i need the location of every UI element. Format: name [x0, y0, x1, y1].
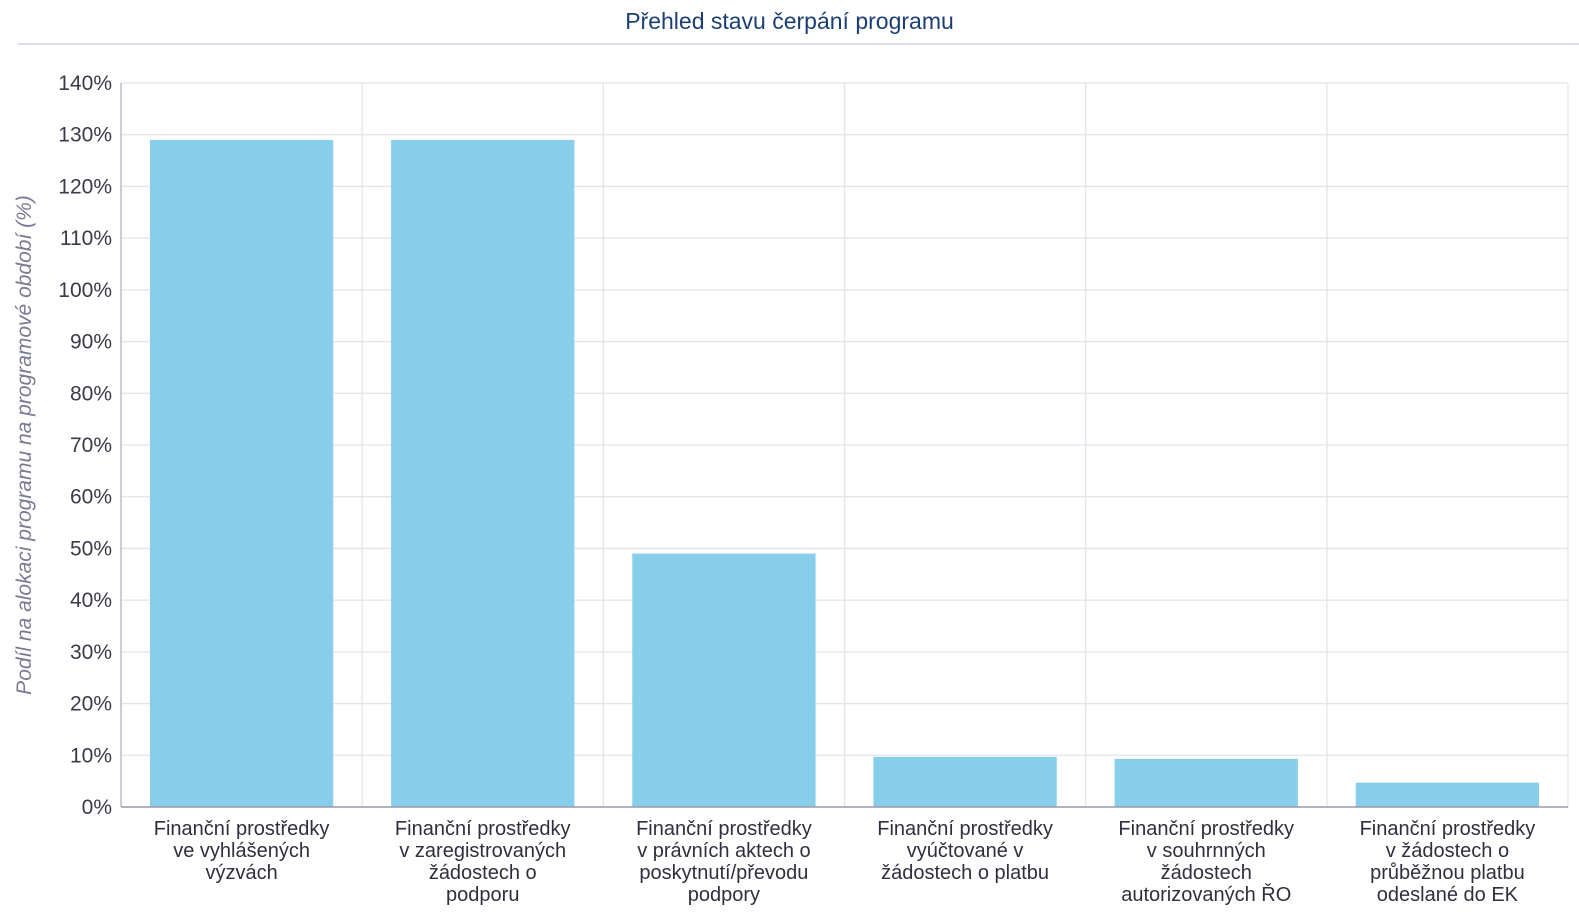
x-tick-label-line: Finanční prostředky — [1360, 818, 1536, 840]
x-tick-label-line: Finanční prostředky — [1118, 818, 1294, 840]
x-tick-label-line: Finanční prostředky — [877, 818, 1053, 840]
x-tick-label-line: v souhrnných — [1147, 840, 1266, 862]
bar — [1355, 782, 1540, 807]
x-tick-label: Finanční prostředky ve vyhlášených výzvách — [154, 818, 330, 884]
x-tick-label-line: vyúčtované v — [907, 840, 1024, 862]
y-tick-label: 140% — [58, 72, 112, 95]
y-tick-label: 0% — [82, 796, 112, 819]
y-tick-label: 110% — [60, 227, 112, 250]
x-tick-label-line: v žádostech o — [1386, 840, 1509, 862]
x-tick-label-line: výzvách — [205, 862, 277, 884]
x-tick-label-line: v právních aktech o — [637, 840, 810, 862]
x-tick-label-line: poskytnutí/převodu — [639, 862, 808, 884]
bar — [391, 139, 575, 807]
y-tick-label: 60% — [70, 486, 112, 509]
x-tick-label-line: Finanční prostředky — [154, 818, 330, 840]
x-tick-label-line: žádostech — [1161, 862, 1252, 884]
bar — [632, 553, 816, 807]
x-tick-label: Finanční prostředky vyúčtované v žádostech… — [877, 818, 1053, 884]
x-tick-label-line: žádostech o platbu — [881, 862, 1049, 884]
x-tick-label: Finanční prostředky v žádostech o průběžno… — [1360, 818, 1536, 906]
x-tick-label-line: ve vyhlášených — [173, 840, 310, 862]
x-tick-label-line: v zaregistrovaných — [399, 840, 566, 862]
bar — [873, 756, 1057, 807]
x-tick-label: Finanční prostředky v souhrnných žádostech… — [1118, 818, 1294, 906]
x-tick-label-line: Finanční prostředky — [395, 818, 571, 840]
y-tick-label: 130% — [58, 124, 112, 147]
x-tick-label-line: žádostech o — [429, 862, 537, 884]
y-tick-label: 90% — [70, 331, 112, 354]
x-tick-label: Finanční prostředky v zaregistrovaných žád… — [395, 818, 571, 906]
y-tick-label: 20% — [70, 693, 112, 716]
x-tick-label-line: Finanční prostředky — [636, 818, 812, 840]
y-tick-label: 50% — [70, 537, 112, 560]
y-axis-title: Podíl na alokaci programu na programové … — [13, 195, 36, 695]
chart-title: Přehled stavu čerpání programu — [625, 8, 954, 34]
y-tick-label: 30% — [70, 641, 112, 664]
x-tick-label-line: autorizovaných ŘO — [1121, 883, 1291, 906]
x-tick-label-line: podporu — [446, 884, 519, 906]
title-divider — [18, 43, 1579, 45]
y-tick-label: 120% — [58, 175, 112, 198]
bar — [1114, 758, 1298, 807]
y-tick-label: 80% — [70, 382, 112, 405]
y-tick-label: 10% — [70, 744, 112, 767]
x-tick-label-line: odeslané do EK — [1377, 884, 1519, 906]
x-tick-label-line: podpory — [688, 884, 760, 906]
x-tick-label-line: průběžnou platbu — [1370, 862, 1525, 884]
y-tick-label: 100% — [58, 279, 112, 302]
bar — [149, 139, 334, 807]
y-tick-label: 40% — [70, 589, 112, 612]
y-tick-label: 70% — [70, 434, 112, 457]
x-tick-label: Finanční prostředky v právních aktech o po… — [636, 818, 812, 906]
